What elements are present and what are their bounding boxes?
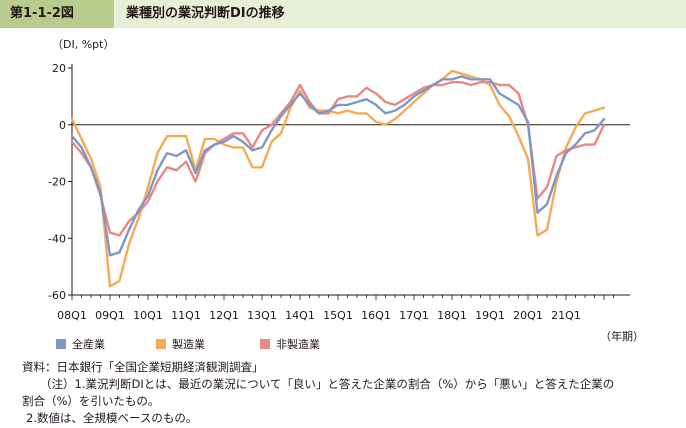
note-1: （注）1.業況判断DIとは、最近の業況について「良い」と答えた企業の割合（%）か… xyxy=(40,377,615,391)
x-tick-label: 13Q1 xyxy=(247,309,277,322)
x-tick-label: 09Q1 xyxy=(95,309,125,322)
note-source: 資料：日本銀行「全国企業短期経済観測調査」 xyxy=(22,360,264,374)
legend-swatch-all-industries xyxy=(56,339,66,349)
series-line-all-industries xyxy=(70,75,606,257)
legend-item-manufacturing: 製造業 xyxy=(156,336,205,352)
legend-label-all-industries: 全産業 xyxy=(72,338,105,351)
x-tick-label: 14Q1 xyxy=(285,309,315,322)
note-1-cont: 割合（%）を引いたもの。 xyxy=(22,394,160,408)
x-tick-label: 15Q1 xyxy=(323,309,353,322)
y-tick-label: 0 xyxy=(59,119,66,132)
y-tick-label: -40 xyxy=(48,232,66,245)
x-tick-label: 21Q1 xyxy=(551,309,581,322)
figure-notes: 資料：日本銀行「全国企業短期経済観測調査」 （注）1.業況判断DIとは、最近の業… xyxy=(22,359,662,427)
x-unit-label: （年期） xyxy=(600,329,644,343)
x-tick-label: 19Q1 xyxy=(475,309,505,322)
x-tick-label: 20Q1 xyxy=(513,309,543,322)
figure-title: 業種別の業況判断DIの推移 xyxy=(126,6,285,21)
y-tick-label: -60 xyxy=(48,289,66,302)
x-tick-label: 08Q1 xyxy=(57,309,87,322)
x-tick-label: 18Q1 xyxy=(437,309,467,322)
figure-header: 第1-1-2図 業種別の業況判断DIの推移 xyxy=(0,0,686,28)
x-tick-label: 10Q1 xyxy=(133,309,163,322)
x-tick-label: 17Q1 xyxy=(399,309,429,322)
note-2: 2.数値は、全規模ベースのもの。 xyxy=(26,411,198,425)
y-tick-label: 20 xyxy=(52,62,66,75)
legend-swatch-manufacturing xyxy=(156,339,166,349)
legend-item-all-industries: 全産業 xyxy=(56,336,105,352)
legend-swatch-non-manufacturing xyxy=(260,339,270,349)
x-tick-label: 11Q1 xyxy=(171,309,201,322)
y-unit-label: （DI, %pt） xyxy=(52,38,114,51)
x-tick-label: 16Q1 xyxy=(361,309,391,322)
series-line-manufacturing xyxy=(70,69,606,288)
y-tick-label: -20 xyxy=(48,176,66,189)
legend-label-manufacturing: 製造業 xyxy=(172,338,205,351)
series-line-non-manufacturing xyxy=(70,80,606,237)
legend-label-non-manufacturing: 非製造業 xyxy=(276,338,320,351)
legend-item-non-manufacturing: 非製造業 xyxy=(260,336,320,352)
x-tick-label: 12Q1 xyxy=(209,309,239,322)
figure-number: 第1-1-2図 xyxy=(0,0,114,28)
